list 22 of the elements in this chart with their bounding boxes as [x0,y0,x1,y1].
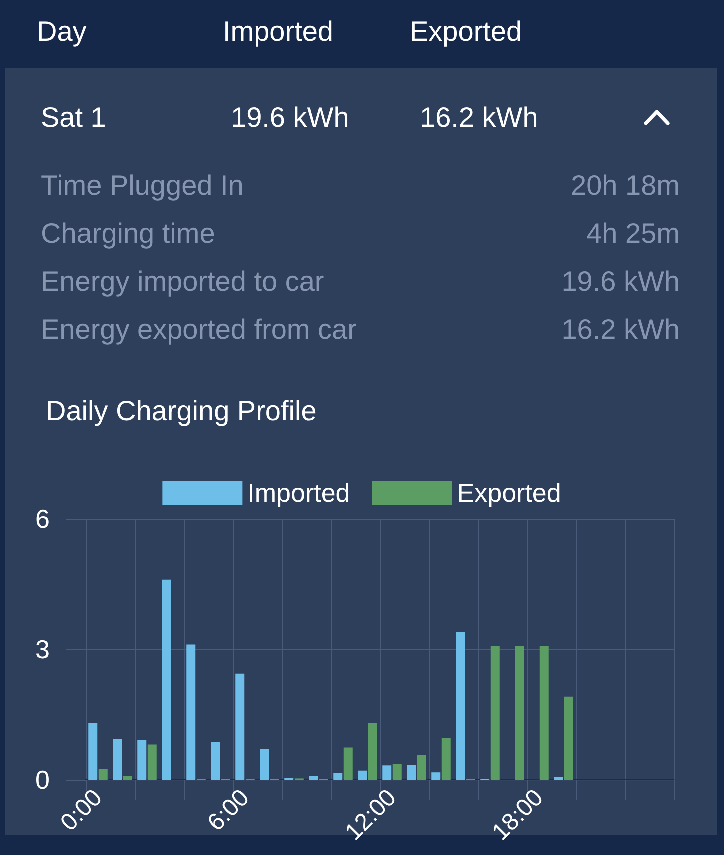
x-tick-label: 0:00 [56,784,108,837]
legend-label: Imported [248,478,350,508]
text: 16.2 kWh [420,101,538,135]
x-tick-label: 6:00 [202,784,255,837]
text: Charging time [41,217,216,251]
legend-label: Exported [457,478,562,508]
text: Energy exported from car [41,313,357,347]
y-tick-label: 6 [36,504,50,534]
text: 19.6 kWh [562,265,680,299]
text: Day [37,15,87,49]
text: 16.2 kWh [562,313,680,347]
text: Sat 1 [41,101,106,135]
text: Imported [223,15,334,49]
text: 20h 18m [571,169,680,203]
chart-title: Daily Charging Profile [46,396,317,426]
y-tick-label: 0 [36,765,50,795]
y-tick-label: 3 [36,634,50,664]
text: 4h 25m [586,217,680,251]
text: Exported [410,15,522,49]
text: 19.6 kWh [231,101,350,135]
text: Time Plugged In [41,169,244,203]
text: Energy imported to car [41,265,324,299]
